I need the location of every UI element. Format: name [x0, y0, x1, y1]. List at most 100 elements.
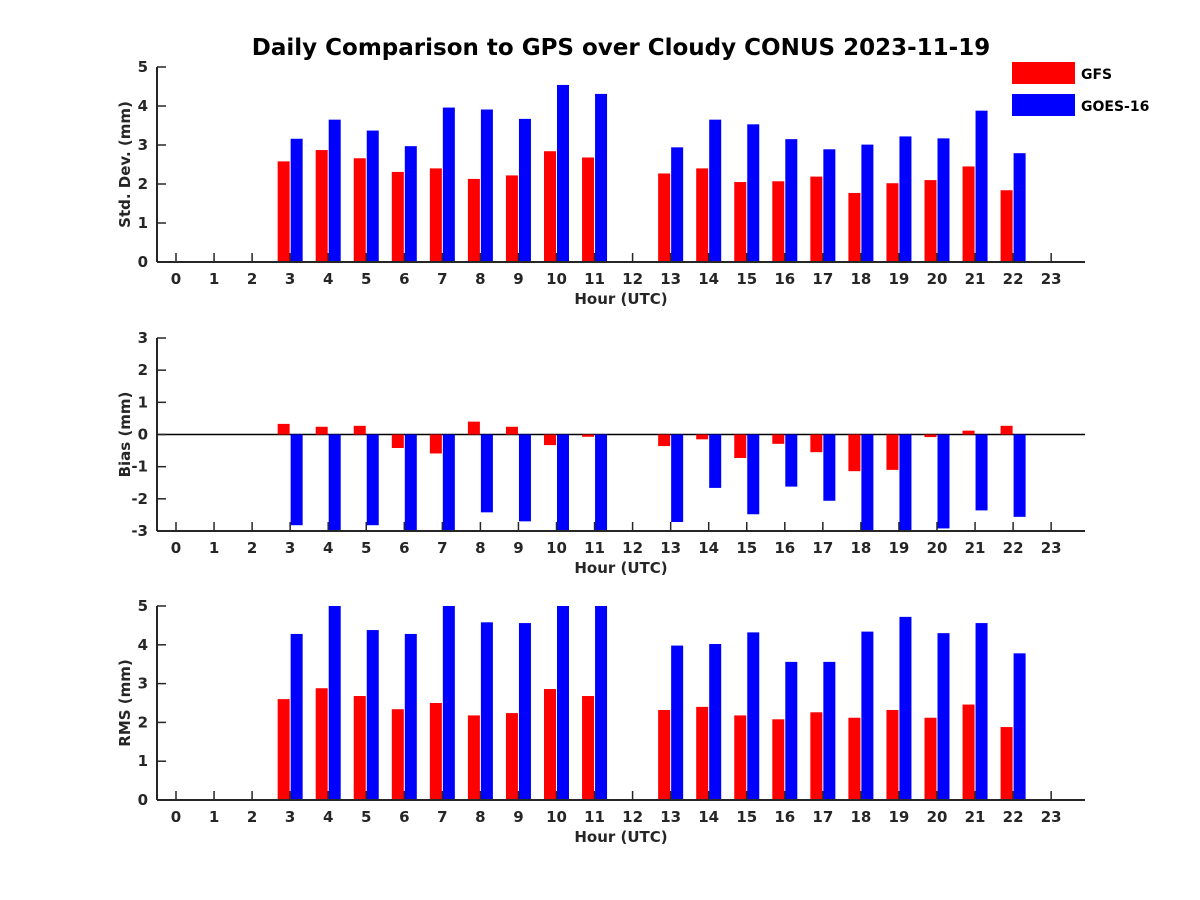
x-tick-label-stddev-12: 12: [622, 270, 643, 288]
y-tick-label-bias--2: -2: [131, 490, 148, 508]
bar-bias-gfs-18: [848, 434, 861, 472]
bar-stddev-goes16-14: [709, 119, 722, 263]
bar-rms-gfs-18: [848, 717, 861, 800]
x-tick-label-stddev-1: 1: [209, 270, 219, 288]
x-tick-label-stddev-4: 4: [323, 270, 333, 288]
bar-stddev-goes16-16: [785, 139, 798, 262]
bar-bias-gfs-16: [772, 434, 785, 444]
x-tick-label-stddev-10: 10: [546, 270, 567, 288]
bar-bias-goes16-5: [366, 434, 379, 526]
bar-stddev-goes16-22: [1013, 153, 1026, 262]
x-tick-label-bias-21: 21: [965, 539, 986, 557]
x-tick-label-bias-6: 6: [399, 539, 409, 557]
bar-bias-goes16-6: [404, 434, 417, 531]
bar-stddev-gfs-19: [886, 183, 899, 262]
x-tick-label-bias-17: 17: [812, 539, 833, 557]
x-tick-label-rms-19: 19: [889, 808, 910, 826]
x-tick-label-bias-8: 8: [475, 539, 485, 557]
bar-rms-goes16-3: [290, 633, 303, 800]
bar-bias-gfs-22: [1000, 425, 1013, 435]
bar-rms-gfs-13: [658, 709, 671, 800]
bar-rms-gfs-9: [505, 713, 518, 800]
bar-bias-gfs-13: [658, 434, 671, 447]
bar-stddev-gfs-11: [582, 157, 595, 262]
x-tick-label-rms-11: 11: [584, 808, 605, 826]
bar-bias-gfs-8: [467, 421, 480, 435]
x-tick-label-rms-5: 5: [361, 808, 371, 826]
x-tick-label-stddev-7: 7: [437, 270, 447, 288]
bar-rms-goes16-11: [595, 606, 608, 800]
bar-stddev-gfs-14: [696, 168, 709, 262]
bar-bias-gfs-4: [315, 426, 328, 435]
y-tick-label-stddev-3: 3: [138, 136, 148, 154]
bar-stddev-goes16-8: [480, 109, 493, 262]
x-tick-label-bias-18: 18: [850, 539, 871, 557]
bar-bias-gfs-15: [734, 434, 747, 458]
y-tick-label-bias--3: -3: [131, 522, 148, 540]
x-tick-label-stddev-21: 21: [965, 270, 986, 288]
bar-stddev-gfs-5: [353, 158, 366, 262]
bar-stddev-gfs-15: [734, 182, 747, 262]
bar-bias-goes16-15: [747, 434, 760, 515]
bar-stddev-gfs-17: [810, 176, 823, 262]
bar-rms-gfs-8: [467, 715, 480, 800]
bar-bias-gfs-5: [353, 425, 366, 435]
x-tick-label-bias-20: 20: [927, 539, 948, 557]
x-tick-label-rms-21: 21: [965, 808, 986, 826]
bar-rms-goes16-5: [366, 630, 379, 800]
bar-bias-goes16-13: [671, 434, 684, 522]
bar-stddev-goes16-9: [518, 118, 531, 263]
bar-bias-goes16-22: [1013, 434, 1026, 517]
bar-bias-goes16-10: [557, 434, 569, 531]
bar-bias-goes16-8: [480, 434, 493, 513]
x-tick-label-stddev-0: 0: [171, 270, 181, 288]
x-tick-label-bias-2: 2: [247, 539, 257, 557]
bar-bias-goes16-3: [290, 434, 303, 526]
bar-stddev-goes16-20: [937, 138, 950, 262]
x-tick-label-rms-17: 17: [812, 808, 833, 826]
x-tick-label-stddev-5: 5: [361, 270, 371, 288]
x-tick-label-bias-14: 14: [698, 539, 719, 557]
x-tick-label-stddev-16: 16: [774, 270, 795, 288]
bar-stddev-goes16-13: [671, 147, 684, 262]
x-tick-label-bias-1: 1: [209, 539, 219, 557]
y-axis-label-bias: Bias (mm): [116, 392, 134, 478]
bar-rms-goes16-17: [823, 661, 836, 800]
bar-bias-goes16-4: [328, 434, 341, 531]
bar-stddev-gfs-6: [391, 171, 404, 262]
bar-bias-gfs-20: [924, 434, 937, 438]
x-tick-label-stddev-13: 13: [660, 270, 681, 288]
x-tick-label-stddev-23: 23: [1041, 270, 1062, 288]
legend-swatch-goes16: [1012, 94, 1075, 116]
bar-bias-goes16-19: [899, 434, 912, 531]
x-tick-label-stddev-3: 3: [285, 270, 295, 288]
x-tick-label-bias-13: 13: [660, 539, 681, 557]
x-tick-label-rms-8: 8: [475, 808, 485, 826]
x-tick-label-bias-12: 12: [622, 539, 643, 557]
y-tick-label-bias-3: 3: [138, 329, 148, 347]
y-tick-label-bias-0: 0: [138, 426, 148, 444]
x-tick-label-bias-16: 16: [774, 539, 795, 557]
bar-bias-goes16-11: [595, 434, 608, 531]
bar-stddev-gfs-13: [658, 173, 671, 262]
bar-rms-goes16-21: [975, 623, 988, 800]
bar-bias-gfs-17: [810, 434, 823, 453]
bar-bias-gfs-7: [429, 434, 442, 454]
x-tick-label-rms-12: 12: [622, 808, 643, 826]
bar-stddev-gfs-20: [924, 180, 937, 262]
bar-bias-goes16-16: [785, 434, 798, 487]
bar-bias-goes16-18: [861, 434, 874, 531]
x-tick-label-stddev-2: 2: [247, 270, 257, 288]
bar-rms-gfs-16: [772, 719, 785, 800]
legend-label-goes16: GOES-16: [1081, 99, 1149, 115]
bar-stddev-gfs-3: [277, 161, 290, 262]
x-tick-label-stddev-17: 17: [812, 270, 833, 288]
x-tick-label-bias-7: 7: [437, 539, 447, 557]
x-tick-label-rms-3: 3: [285, 808, 295, 826]
bar-stddev-goes16-6: [404, 146, 417, 262]
bar-rms-goes16-10: [557, 606, 569, 800]
bar-rms-goes16-19: [899, 616, 912, 800]
bar-rms-gfs-4: [315, 688, 328, 800]
